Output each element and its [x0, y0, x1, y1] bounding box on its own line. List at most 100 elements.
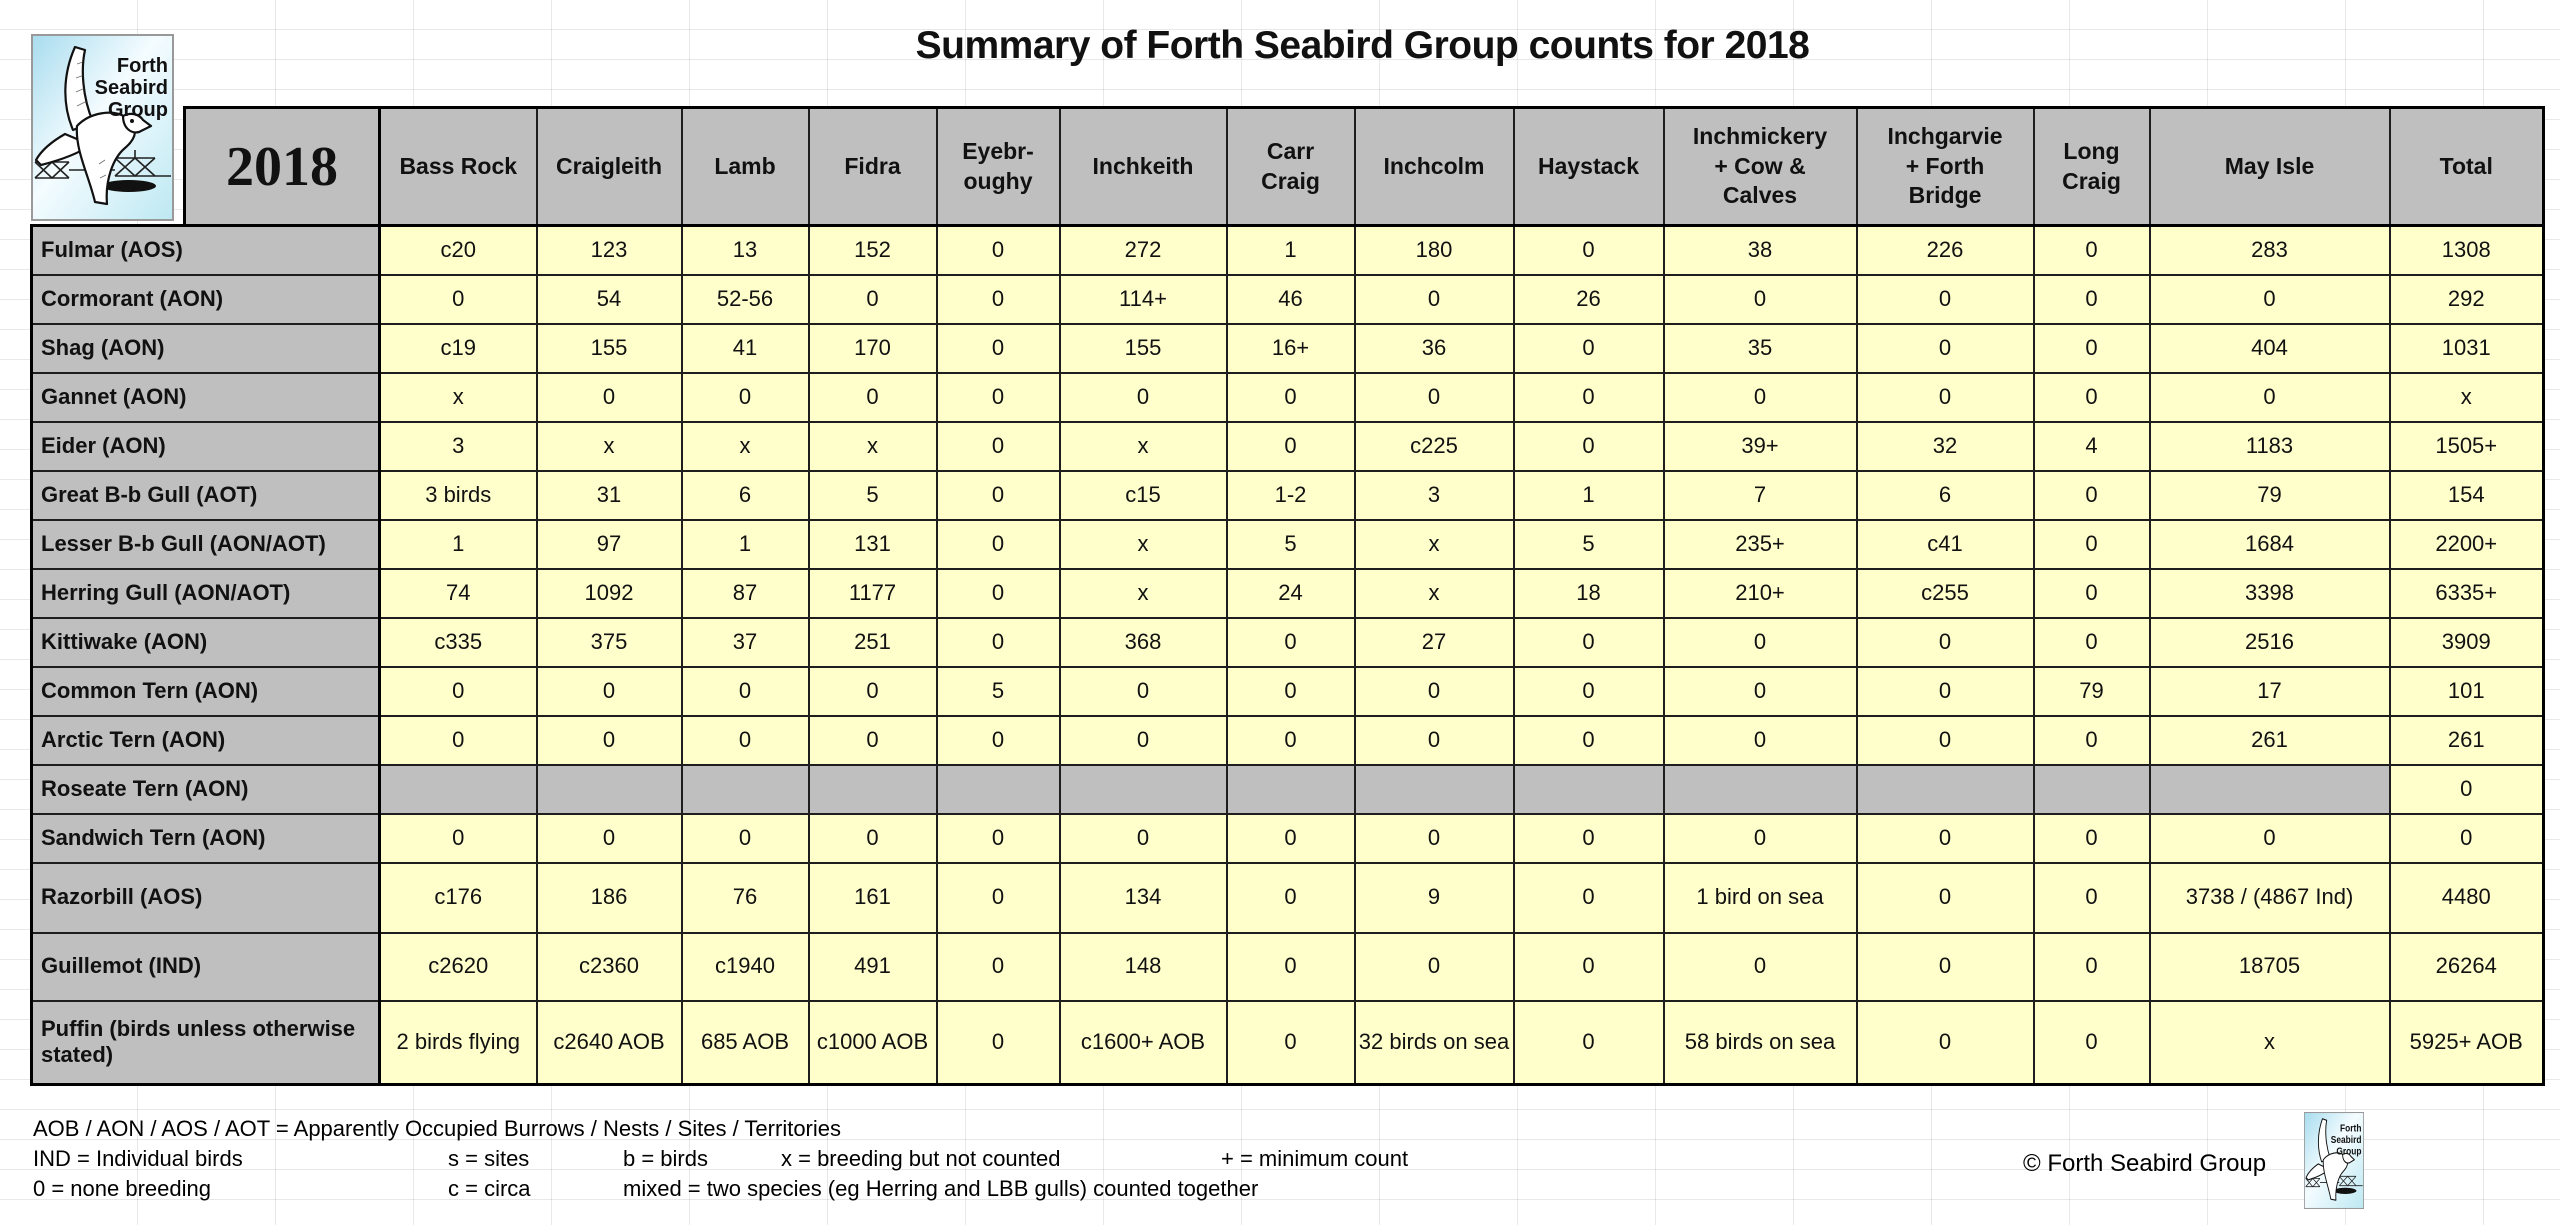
cell[interactable]: c176: [378, 861, 538, 934]
cell[interactable]: 0: [807, 812, 938, 864]
cell[interactable]: 0: [2032, 861, 2151, 934]
cell[interactable]: 0: [1512, 665, 1665, 717]
cell[interactable]: x: [535, 420, 683, 472]
col-header-fidra[interactable]: Fidra: [807, 106, 938, 227]
cell[interactable]: c19: [378, 322, 538, 374]
cell[interactable]: 0: [1353, 812, 1515, 864]
cell[interactable]: 18705: [2148, 931, 2391, 1002]
cell[interactable]: 18: [1512, 567, 1665, 619]
col-header-inchgarvie-forth-bridge[interactable]: Inchgarvie + Forth Bridge: [1855, 106, 2035, 227]
cell[interactable]: 7: [1662, 469, 1858, 521]
cell[interactable]: 0: [1855, 273, 2035, 325]
cell[interactable]: 58 birds on sea: [1662, 999, 1858, 1086]
cell[interactable]: 5: [1225, 518, 1356, 570]
row-label-eider-aon[interactable]: Eider (AON): [30, 420, 381, 472]
cell[interactable]: 0: [1855, 714, 2035, 766]
cell[interactable]: [2032, 763, 2151, 815]
row-label-razorbill-aos[interactable]: Razorbill (AOS): [30, 861, 381, 934]
cell[interactable]: 2200+: [2388, 518, 2545, 570]
cell[interactable]: 0: [935, 518, 1061, 570]
cell[interactable]: 0: [2032, 567, 2151, 619]
row-label-guillemot-ind[interactable]: Guillemot (IND): [30, 931, 381, 1002]
cell[interactable]: 1: [680, 518, 810, 570]
cell[interactable]: 0: [1512, 224, 1665, 276]
cell[interactable]: 0: [2032, 714, 2151, 766]
cell[interactable]: 1: [378, 518, 538, 570]
cell[interactable]: 155: [535, 322, 683, 374]
cell[interactable]: 0: [1855, 861, 2035, 934]
row-label-arctic-tern-aon[interactable]: Arctic Tern (AON): [30, 714, 381, 766]
cell[interactable]: x: [2148, 999, 2391, 1086]
cell[interactable]: x: [2388, 371, 2545, 423]
cell[interactable]: 0: [1353, 931, 1515, 1002]
cell[interactable]: 16+: [1225, 322, 1356, 374]
cell[interactable]: 1177: [807, 567, 938, 619]
cell[interactable]: 0: [1855, 931, 2035, 1002]
cell[interactable]: 0: [1512, 714, 1665, 766]
cell[interactable]: 0: [807, 665, 938, 717]
cell[interactable]: x: [1058, 518, 1228, 570]
cell[interactable]: 1: [1512, 469, 1665, 521]
cell[interactable]: x: [1353, 567, 1515, 619]
cell[interactable]: [1225, 763, 1356, 815]
cell[interactable]: 74: [378, 567, 538, 619]
cell[interactable]: 0: [680, 812, 810, 864]
cell[interactable]: 3738 / (4867 Ind): [2148, 861, 2391, 934]
col-header-craigleith[interactable]: Craigleith: [535, 106, 683, 227]
cell[interactable]: 0: [1512, 371, 1665, 423]
cell[interactable]: c335: [378, 616, 538, 668]
cell[interactable]: 0: [2388, 812, 2545, 864]
cell[interactable]: 38: [1662, 224, 1858, 276]
cell[interactable]: 26: [1512, 273, 1665, 325]
cell[interactable]: 226: [1855, 224, 2035, 276]
cell[interactable]: 292: [2388, 273, 2545, 325]
cell[interactable]: 1-2: [1225, 469, 1356, 521]
col-header-bass-rock[interactable]: Bass Rock: [378, 106, 538, 227]
cell[interactable]: 0: [1662, 616, 1858, 668]
cell[interactable]: 0: [1512, 616, 1665, 668]
cell[interactable]: 5: [807, 469, 938, 521]
cell[interactable]: 54: [535, 273, 683, 325]
cell[interactable]: 5: [1512, 518, 1665, 570]
col-header-lamb[interactable]: Lamb: [680, 106, 810, 227]
cell[interactable]: 0: [2388, 763, 2545, 815]
cell[interactable]: 3: [1353, 469, 1515, 521]
cell[interactable]: [1662, 763, 1858, 815]
cell[interactable]: 0: [2032, 224, 2151, 276]
cell[interactable]: 1 bird on sea: [1662, 861, 1858, 934]
row-label-sandwich-tern-aon[interactable]: Sandwich Tern (AON): [30, 812, 381, 864]
cell[interactable]: 17: [2148, 665, 2391, 717]
cell[interactable]: c1940: [680, 931, 810, 1002]
cell[interactable]: 37: [680, 616, 810, 668]
cell[interactable]: 152: [807, 224, 938, 276]
cell[interactable]: 0: [535, 812, 683, 864]
cell[interactable]: [535, 763, 683, 815]
cell[interactable]: 210+: [1662, 567, 1858, 619]
cell[interactable]: 3: [378, 420, 538, 472]
cell[interactable]: 0: [2032, 616, 2151, 668]
cell[interactable]: c1000 AOB: [807, 999, 938, 1086]
cell[interactable]: 0: [378, 273, 538, 325]
cell[interactable]: 0: [680, 714, 810, 766]
cell[interactable]: 32 birds on sea: [1353, 999, 1515, 1086]
col-header-may-isle[interactable]: May Isle: [2148, 106, 2391, 227]
cell[interactable]: 0: [935, 616, 1061, 668]
cell[interactable]: 161: [807, 861, 938, 934]
cell[interactable]: 0: [2032, 812, 2151, 864]
cell[interactable]: 0: [378, 714, 538, 766]
cell[interactable]: c255: [1855, 567, 2035, 619]
row-label-cormorant-aon[interactable]: Cormorant (AON): [30, 273, 381, 325]
cell[interactable]: 13: [680, 224, 810, 276]
row-label-lesser-b-b-gull-aon-aot[interactable]: Lesser B-b Gull (AON/AOT): [30, 518, 381, 570]
cell[interactable]: 0: [2032, 999, 2151, 1086]
cell[interactable]: 123: [535, 224, 683, 276]
cell[interactable]: 0: [1058, 812, 1228, 864]
cell[interactable]: 235+: [1662, 518, 1858, 570]
cell[interactable]: 3 birds: [378, 469, 538, 521]
cell[interactable]: 0: [2148, 273, 2391, 325]
row-label-common-tern-aon[interactable]: Common Tern (AON): [30, 665, 381, 717]
cell[interactable]: 1684: [2148, 518, 2391, 570]
col-header-haystack[interactable]: Haystack: [1512, 106, 1665, 227]
row-label-great-b-b-gull-aot[interactable]: Great B-b Gull (AOT): [30, 469, 381, 521]
cell[interactable]: 0: [1855, 999, 2035, 1086]
